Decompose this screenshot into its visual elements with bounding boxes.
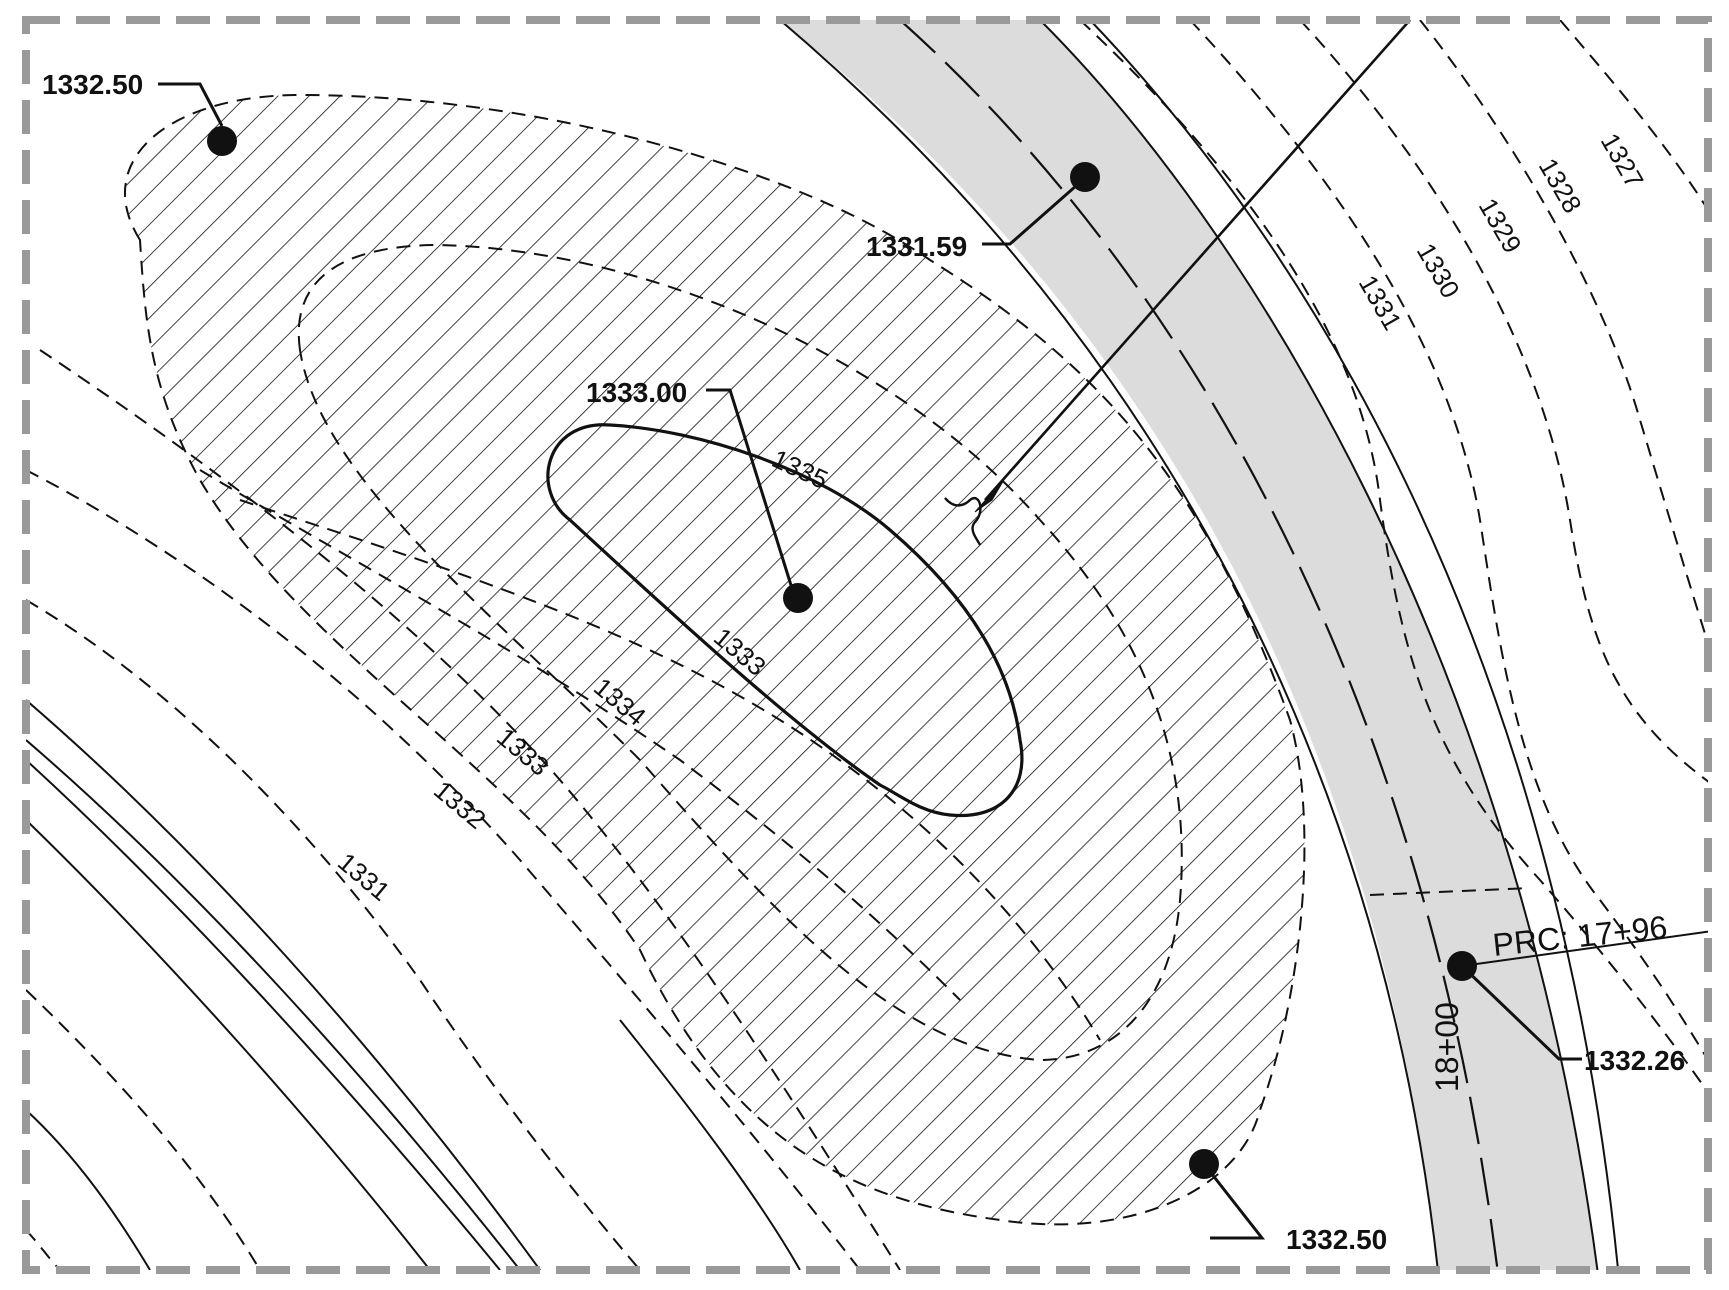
lower-road-line-2 (26, 739, 521, 1270)
contour-1333-outer (39, 349, 901, 1270)
road-edge-right (1039, 20, 1599, 1270)
spot-point-top-left (207, 126, 237, 156)
contour-1327 (1559, 20, 1708, 212)
drawing-frame (22, 16, 1712, 1274)
leader-center-high (706, 388, 797, 599)
contour-label-1329: 1329 (1473, 193, 1528, 258)
station-leader (1461, 930, 1708, 967)
inner-dashed-boundary (297, 243, 1183, 1062)
contour-1331-upper (1079, 20, 1708, 1095)
road-edge-left (779, 20, 1439, 1270)
contour-1328 (1419, 20, 1708, 647)
lower-road-line-8 (619, 1019, 801, 1270)
contour-label-1332: 1332 (428, 775, 492, 835)
spot-point-top-road (1070, 162, 1100, 192)
contour-1334 (199, 469, 961, 1001)
contour-1331-lower (26, 599, 641, 1270)
contour-1329 (1299, 20, 1708, 783)
spot-point-bottom (1189, 1149, 1219, 1179)
lower-road-line-3 (26, 759, 501, 1270)
flow-leader-line (984, 20, 1411, 501)
lower-road-line-1 (26, 699, 541, 1270)
contour-1330 (1189, 20, 1708, 1062)
road-band (780, 20, 1598, 1270)
station-tick-dashed (1369, 887, 1531, 896)
spot-label-top-road: 1331.59 (866, 231, 967, 262)
lower-road-line-4 (26, 819, 431, 1270)
hatched-grading-area (123, 93, 1306, 1226)
leader-top-left (158, 82, 224, 127)
spot-label-top-left: 1332.50 (42, 69, 143, 100)
lower-road-line-7 (26, 1229, 61, 1270)
station-label-18-00: 18+00 (1429, 1002, 1465, 1092)
leader-bottom (1202, 1163, 1266, 1240)
road-centerline (899, 20, 1499, 1270)
spot-label-center-high: 1333.00 (586, 377, 687, 408)
leader-station (1460, 964, 1582, 1061)
flow-break-symbol (944, 497, 982, 546)
contour-label-1330: 1330 (1411, 238, 1466, 303)
curb-line (1089, 20, 1619, 1270)
contour-label-1328: 1328 (1533, 153, 1588, 218)
lower-road-line-6 (26, 1109, 151, 1270)
contour-label-1331-upper: 1331 (1353, 270, 1408, 335)
contour-1332 (26, 469, 861, 1270)
contour-1333-inner (239, 499, 1101, 1041)
contour-label-1327: 1327 (1595, 128, 1650, 193)
contour-label-1331-lower: 1331 (332, 847, 396, 907)
flow-arrowhead (974, 477, 1006, 513)
spot-label-station: 1332.26 (1584, 1045, 1685, 1076)
high-point-outline (546, 423, 1024, 818)
spot-label-bottom: 1332.50 (1286, 1224, 1387, 1255)
spot-point-center-high (783, 583, 813, 613)
spot-point-station (1447, 951, 1477, 981)
leader-top-road (982, 176, 1086, 246)
lower-road-line-5 (26, 989, 261, 1270)
